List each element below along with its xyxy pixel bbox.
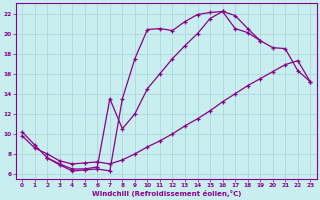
X-axis label: Windchill (Refroidissement éolien,°C): Windchill (Refroidissement éolien,°C)	[92, 190, 241, 197]
